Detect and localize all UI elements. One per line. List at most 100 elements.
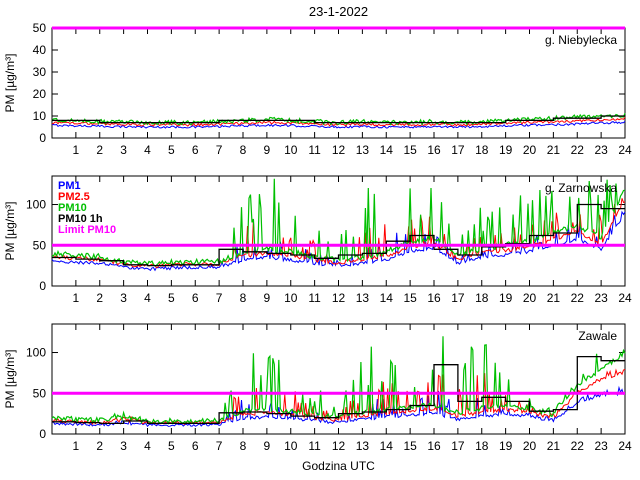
- x-tick-label: 22: [571, 143, 585, 157]
- y-tick-label: 0: [39, 427, 46, 441]
- station-label: Zawale: [578, 329, 617, 343]
- x-tick-label: 23: [594, 291, 608, 305]
- x-tick-label: 22: [571, 439, 585, 453]
- x-tick-label: 11: [308, 439, 321, 453]
- x-tick-label: 3: [120, 291, 127, 305]
- x-tick-label: 21: [547, 291, 561, 305]
- series-line-PM1: [51, 120, 626, 129]
- x-tick-label: 22: [571, 291, 585, 305]
- x-tick-label: 10: [284, 143, 298, 157]
- x-tick-label: 8: [240, 439, 247, 453]
- x-tick-label: 20: [523, 291, 537, 305]
- x-tick-label: 13: [356, 439, 370, 453]
- plot-border: [51, 175, 626, 287]
- y-tick-label: 20: [33, 87, 47, 101]
- x-tick-label: 12: [332, 143, 346, 157]
- x-tick-label: 9: [264, 439, 271, 453]
- x-tick-label: 8: [240, 143, 247, 157]
- x-tick-label: 4: [144, 439, 151, 453]
- x-tick-label: 16: [427, 439, 441, 453]
- y-tick-label: 50: [33, 386, 47, 400]
- x-tick-label: 14: [380, 439, 394, 453]
- y-tick-label: 0: [39, 279, 46, 293]
- legend-PM1: PM1: [58, 180, 81, 192]
- series-line-PM10 1h: [52, 203, 625, 267]
- x-tick-label: 1: [73, 291, 80, 305]
- y-axis-label: PM [µg/m³]: [3, 54, 17, 113]
- x-tick-label: 7: [216, 143, 223, 157]
- station-label: g. Zarnowska: [545, 181, 617, 195]
- x-tick-label: 1: [73, 439, 80, 453]
- x-tick-label: 11: [308, 143, 321, 157]
- x-tick-label: 9: [264, 291, 271, 305]
- x-tick-label: 4: [144, 143, 151, 157]
- y-tick-label: 30: [33, 65, 47, 79]
- x-tick-label: 17: [451, 439, 465, 453]
- x-tick-label: 19: [499, 291, 513, 305]
- y-axis-label: PM [µg/m³]: [3, 350, 17, 409]
- x-tick-label: 3: [120, 143, 127, 157]
- x-tick-label: 21: [547, 143, 561, 157]
- x-tick-label: 9: [264, 143, 271, 157]
- legend-Limit PM10: Limit PM10: [58, 224, 116, 236]
- x-tick-label: 15: [403, 143, 417, 157]
- x-tick-label: 20: [523, 143, 537, 157]
- series-line-PM10 1h: [52, 115, 625, 124]
- y-tick-label: 50: [33, 238, 47, 252]
- x-tick-label: 20: [523, 439, 537, 453]
- x-tick-label: 7: [216, 439, 223, 453]
- x-tick-label: 2: [96, 439, 103, 453]
- x-tick-label: 14: [380, 291, 394, 305]
- x-tick-label: 6: [192, 143, 199, 157]
- x-tick-label: 16: [427, 291, 441, 305]
- x-tick-label: 23: [594, 143, 608, 157]
- x-tick-label: 19: [499, 439, 513, 453]
- y-tick-label: 100: [26, 198, 46, 212]
- x-tick-label: 18: [475, 439, 489, 453]
- series-line-PM10 1h: [52, 355, 625, 425]
- x-tick-label: 15: [403, 439, 417, 453]
- y-tick-label: 50: [33, 22, 47, 35]
- x-tick-label: 3: [120, 439, 127, 453]
- x-tick-label: 12: [332, 291, 346, 305]
- y-tick-label: 10: [33, 109, 47, 123]
- x-tick-label: 13: [356, 291, 370, 305]
- x-tick-label: 8: [240, 291, 247, 305]
- x-tick-label: 24: [618, 143, 632, 157]
- x-tick-label: 19: [499, 143, 513, 157]
- x-tick-label: 17: [451, 143, 465, 157]
- y-tick-label: 40: [33, 43, 47, 57]
- legend-PM2.5: PM2.5: [58, 191, 90, 203]
- x-tick-label: 1: [73, 143, 80, 157]
- x-axis-label: Godzina UTC: [302, 459, 375, 473]
- legend-PM10 1h: PM10 1h: [58, 213, 103, 225]
- x-tick-label: 5: [168, 143, 175, 157]
- chart-title: 23-1-2022: [308, 4, 369, 19]
- x-tick-label: 13: [356, 143, 370, 157]
- x-tick-label: 23: [594, 439, 608, 453]
- x-tick-label: 17: [451, 291, 465, 305]
- y-tick-label: 100: [26, 346, 46, 360]
- x-tick-label: 5: [168, 439, 175, 453]
- x-tick-label: 10: [284, 439, 298, 453]
- x-tick-label: 18: [475, 143, 489, 157]
- y-axis-label: PM [µg/m³]: [3, 202, 17, 261]
- y-tick-label: 0: [39, 131, 46, 145]
- x-tick-label: 4: [144, 291, 151, 305]
- x-tick-label: 10: [284, 291, 298, 305]
- station-label: g. Niebylecka: [545, 33, 617, 47]
- x-tick-label: 11: [308, 291, 321, 305]
- x-tick-label: 15: [403, 291, 417, 305]
- x-tick-label: 2: [96, 143, 103, 157]
- x-tick-label: 16: [427, 143, 441, 157]
- x-tick-label: 24: [618, 291, 632, 305]
- x-tick-label: 14: [380, 143, 394, 157]
- legend-PM10: PM10: [58, 202, 87, 214]
- x-tick-label: 2: [96, 291, 103, 305]
- x-tick-label: 6: [192, 291, 199, 305]
- x-tick-label: 6: [192, 439, 199, 453]
